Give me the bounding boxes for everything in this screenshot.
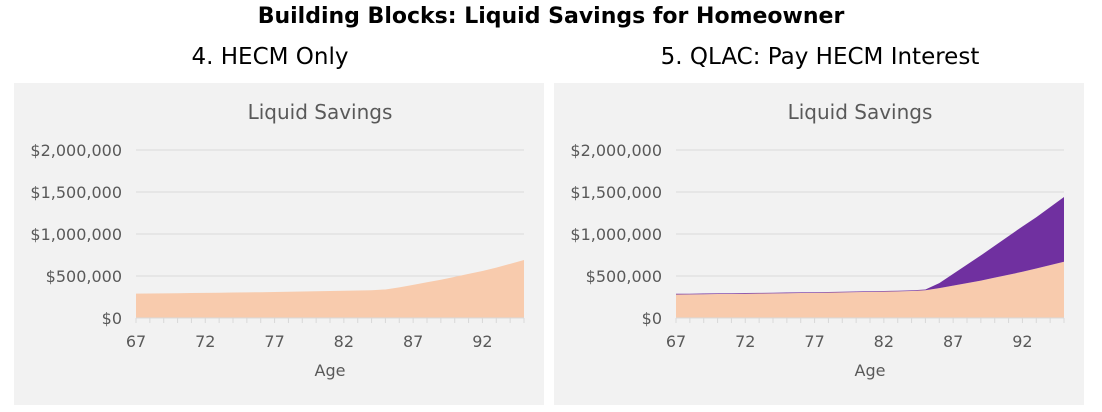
x-tick-label: 92 [472, 332, 492, 351]
chart-2: Liquid Savings $0 $500,000 $1,000,000 $1,500… [570, 100, 1065, 380]
area-series-2 [676, 197, 1064, 295]
y-tick-label: $2,000,000 [570, 141, 662, 160]
x-tick-label: 77 [264, 332, 284, 351]
y-tick-label: $1,500,000 [30, 183, 122, 202]
y-tick-label: $0 [102, 309, 122, 328]
chart-panel-1: Liquid Savings $0 $500,000 $1,000,000 $1,500… [14, 83, 544, 405]
y-tick-label: $0 [642, 309, 662, 328]
x-axis-label: Age [315, 361, 346, 380]
area-series-1 [676, 261, 1064, 318]
x-tick-label: 77 [804, 332, 824, 351]
y-tick-label: $500,000 [586, 267, 662, 286]
chart-subtitle-1: 4. HECM Only [191, 44, 349, 70]
area-series-1 [136, 260, 524, 318]
x-tick-label: 72 [195, 332, 215, 351]
chart-1: Liquid Savings $0 $500,000 $1,000,000 $1,500… [30, 100, 525, 380]
x-tick-label: 87 [943, 332, 963, 351]
x-tick-label: 67 [666, 332, 686, 351]
y-tick-label: $1,500,000 [570, 183, 662, 202]
chart-panel-2: Liquid Savings $0 $500,000 $1,000,000 $1,500… [554, 83, 1084, 405]
x-tick-label: 92 [1012, 332, 1032, 351]
x-tick-label: 82 [334, 332, 354, 351]
y-tick-label: $2,000,000 [30, 141, 122, 160]
y-tick-label: $500,000 [46, 267, 122, 286]
x-tick-label: 82 [874, 332, 894, 351]
y-tick-label: $1,000,000 [570, 225, 662, 244]
x-tick-label: 72 [735, 332, 755, 351]
x-tick-label: 87 [403, 332, 423, 351]
y-tick-label: $1,000,000 [30, 225, 122, 244]
x-axis-label: Age [855, 361, 886, 380]
chart-title: Liquid Savings [248, 100, 393, 124]
x-tick-label: 67 [126, 332, 146, 351]
chart-title: Liquid Savings [788, 100, 933, 124]
chart-subtitle-2: 5. QLAC: Pay HECM Interest [660, 44, 980, 70]
main-title: Building Blocks: Liquid Savings for Home… [257, 4, 845, 29]
